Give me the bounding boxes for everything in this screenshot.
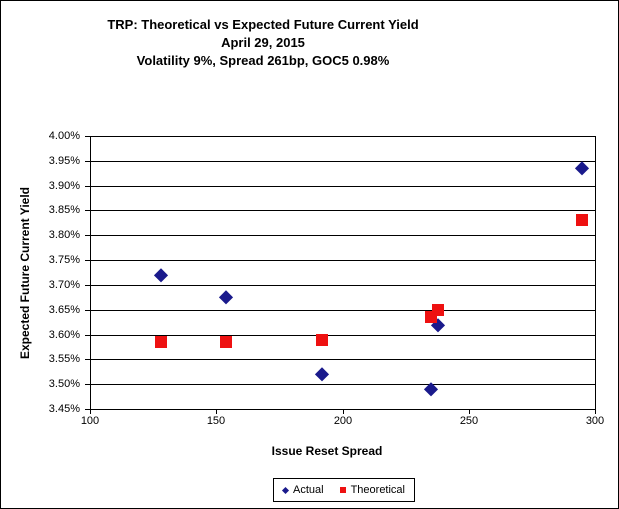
legend-label: Actual	[293, 484, 324, 496]
x-tick-label: 300	[585, 415, 605, 427]
x-axis-title: Issue Reset Spread	[271, 444, 383, 458]
chart-title: TRP: Theoretical vs Expected Future Curr…	[107, 17, 419, 32]
x-tick-label: 150	[206, 415, 226, 427]
y-tick-label: 3.45%	[48, 403, 80, 415]
data-point-theoretical	[432, 303, 445, 316]
data-point-theoretical	[576, 214, 589, 227]
legend: Actual Theoretical	[273, 478, 415, 502]
legend-item-theoretical: Theoretical	[339, 484, 405, 496]
gridline	[90, 310, 595, 311]
data-point-actual	[315, 367, 330, 381]
y-tick	[85, 186, 90, 187]
y-tick-label: 3.60%	[48, 329, 80, 341]
y-tick	[85, 335, 90, 336]
y-tick	[85, 310, 90, 311]
x-tick-label: 250	[459, 415, 479, 427]
data-point-actual	[575, 161, 590, 175]
data-point-theoretical	[220, 335, 233, 348]
gridline	[90, 186, 595, 187]
y-tick-label: 3.50%	[48, 378, 80, 390]
y-tick-label: 4.00%	[48, 130, 80, 142]
y-tick-label: 3.90%	[48, 180, 80, 192]
legend-label: Theoretical	[350, 484, 405, 496]
diamond-icon	[281, 486, 290, 494]
legend-item-actual: Actual	[281, 484, 324, 496]
y-tick	[85, 359, 90, 360]
plot-right-border	[595, 136, 596, 409]
x-tick	[90, 409, 91, 414]
y-tick	[85, 161, 90, 162]
gridline	[90, 161, 595, 162]
x-tick	[343, 409, 344, 414]
gridline	[90, 335, 595, 336]
gridline	[90, 136, 595, 137]
gridline	[90, 260, 595, 261]
x-tick-label: 100	[80, 415, 100, 427]
x-tick	[595, 409, 596, 414]
y-tick-label: 3.75%	[48, 254, 80, 266]
x-tick-label: 200	[333, 415, 353, 427]
y-tick	[85, 136, 90, 137]
y-tick	[85, 235, 90, 236]
y-axis-line	[90, 136, 91, 409]
gridline	[90, 210, 595, 211]
y-tick	[85, 260, 90, 261]
gridline	[90, 384, 595, 385]
data-point-theoretical	[154, 335, 167, 348]
data-point-theoretical	[316, 333, 329, 346]
y-tick	[85, 409, 90, 410]
gridline	[90, 409, 595, 410]
y-tick-label: 3.95%	[48, 155, 80, 167]
x-tick	[216, 409, 217, 414]
chart-date: April 29, 2015	[221, 35, 305, 50]
chart-title-block: TRP: Theoretical vs Expected Future Curr…	[13, 16, 513, 70]
y-tick	[85, 384, 90, 385]
gridline	[90, 285, 595, 286]
gridline	[90, 359, 595, 360]
y-tick	[85, 210, 90, 211]
y-tick-label: 3.85%	[48, 204, 80, 216]
y-tick-label: 3.65%	[48, 304, 80, 316]
y-tick	[85, 285, 90, 286]
y-tick-label: 3.80%	[48, 229, 80, 241]
data-point-actual	[153, 268, 168, 282]
x-tick	[469, 409, 470, 414]
data-point-actual	[219, 290, 234, 305]
chart-params: Volatility 9%, Spread 261bp, GOC5 0.98%	[136, 53, 390, 68]
gridline	[90, 235, 595, 236]
square-icon	[339, 487, 346, 493]
y-tick-label: 3.70%	[48, 279, 80, 291]
y-tick-label: 3.55%	[48, 353, 80, 365]
